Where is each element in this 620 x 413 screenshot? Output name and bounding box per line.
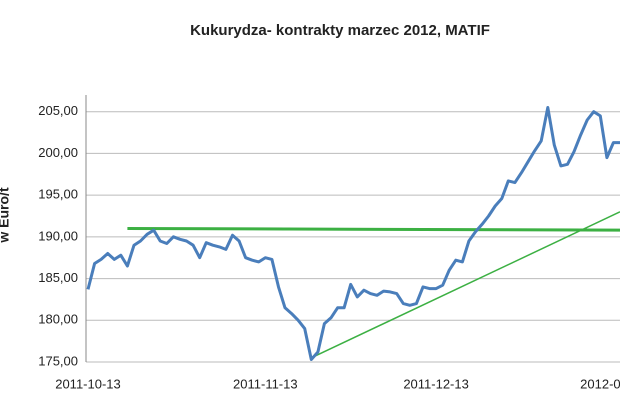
y-tick-label: 205,00 [38, 103, 78, 118]
data-line [86, 106, 620, 361]
x-tick-label: 2011-12-13 [403, 376, 469, 391]
x-tick-label: 2011-10-13 [55, 376, 121, 391]
y-tick-label: 190,00 [38, 228, 78, 243]
x-tick-label: 2012-01-13 [580, 376, 620, 391]
trendline [127, 227, 620, 232]
trendline [310, 211, 620, 359]
y-tick-label: 195,00 [38, 187, 78, 202]
y-tick-label: 185,00 [38, 270, 78, 285]
y-tick-label: 180,00 [38, 312, 78, 327]
x-tick-label: 2011-11-13 [233, 376, 298, 391]
y-tick-label: 175,00 [38, 353, 78, 368]
y-tick-label: 200,00 [38, 145, 78, 160]
chart-title: Kukurydza- kontrakty marzec 2012, MATIF [190, 22, 490, 39]
y-axis-title: w Euro/t [0, 187, 12, 244]
